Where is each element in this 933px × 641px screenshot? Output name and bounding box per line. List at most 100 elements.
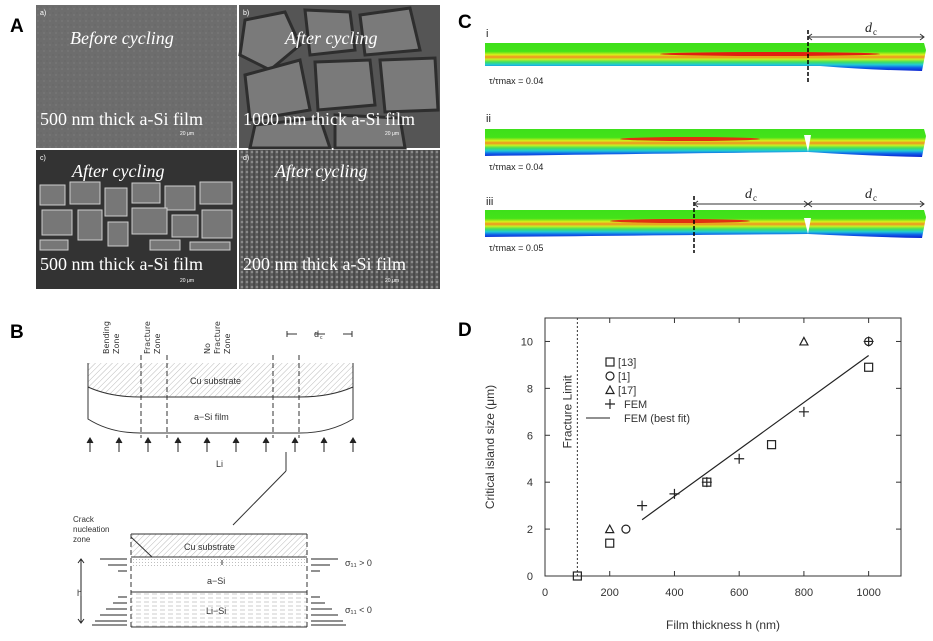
tile-title: After cycling: [274, 161, 367, 181]
sem-tile-b: b) After cycling 1000 nm thick a-Si film…: [238, 5, 440, 150]
crack-label: nucleation: [73, 525, 109, 534]
data-point-triangle: [798, 336, 809, 346]
stress-contour-beam: [485, 210, 926, 238]
zone-label: Zone: [223, 334, 232, 354]
y-tick-label: 4: [527, 477, 533, 489]
x-axis-label: Film thickness h (nm): [666, 618, 780, 632]
fracture-limit-label: Fracture Limit: [560, 374, 574, 448]
x-tick-label: 1000: [856, 587, 880, 599]
sem-tile-c: c) After cycling 500 nm thick a-Si film …: [36, 150, 237, 289]
scale-bar-label: 20 μm: [385, 278, 399, 284]
dc-label: d: [865, 21, 873, 36]
plot-frame: [544, 317, 902, 577]
tile-tag: c): [40, 155, 46, 162]
row-label: i: [486, 28, 488, 40]
film-label: a−Si film: [194, 412, 229, 422]
zone-label: Fracture: [213, 321, 222, 354]
zone-label: Bending: [102, 321, 111, 354]
legend-label: FEM: [624, 399, 647, 411]
zone-label: Fracture: [143, 321, 152, 354]
x-tick-label: 0: [542, 587, 548, 599]
stress-contour-beam: [485, 43, 926, 71]
data-point-plus: [734, 453, 745, 464]
zone-dividers: [140, 355, 300, 438]
data-point-square: [766, 440, 777, 450]
a-si-label: a−Si: [207, 576, 225, 586]
panel-label-c: C: [458, 12, 472, 33]
cu-substrate-layer: [88, 363, 353, 397]
sem-tile-d: d) After cycling 200 nm thick a-Si film …: [239, 150, 440, 289]
panel-a-sem-images: a) Before cycling 500 nm thick a-Si film…: [36, 5, 440, 289]
row-label: iii: [486, 196, 493, 208]
legend-label: [17]: [618, 385, 636, 397]
data-point-square: [572, 571, 582, 581]
scale-bar-label: 20 μm: [180, 131, 194, 137]
legend-plus-icon: [605, 399, 615, 409]
sigma-negative-label: σ₁₁ < 0: [345, 605, 372, 615]
panel-label-a: A: [10, 16, 24, 37]
li-flux-arrows: [86, 437, 357, 452]
crack-nucleation-zone: [131, 557, 307, 568]
dc-label: d: [314, 329, 319, 339]
y-axis-label: Critical island size (μm): [483, 385, 497, 509]
cu-substrate-label: Cu substrate: [190, 376, 241, 386]
tile-caption: 500 nm thick a-Si film: [40, 254, 203, 274]
panel-c-fem: i τ/τmax = 0.04 d c ii τ/τmax = 0.04 iii…: [485, 21, 926, 253]
best-fit-line: [641, 355, 869, 521]
stress-contour-beam: [485, 129, 926, 157]
x-tick-label: 400: [665, 587, 683, 599]
zone-label: No: [203, 343, 212, 354]
x-tick-label: 600: [730, 587, 748, 599]
stress-ratio-label: τ/τmax = 0.05: [489, 243, 543, 253]
tile-caption: 500 nm thick a-Si film: [40, 109, 203, 129]
sigma-positive-label: σ₁₁ > 0: [345, 558, 372, 568]
y-tick-label: 0: [527, 571, 533, 583]
panel-d-chart: 0 200 400 600 800 1000 0 2 4 6 8 10 Film thickness …: [483, 317, 902, 632]
zone-label: Zone: [112, 334, 121, 354]
legend-square-icon: [605, 357, 615, 367]
tile-title: After cycling: [71, 161, 164, 181]
data-point-plus: [637, 500, 648, 511]
legend-triangle-icon: [605, 384, 615, 395]
y-tick-label: 8: [527, 383, 533, 395]
stress-ratio-label: τ/τmax = 0.04: [489, 162, 543, 172]
y-tick-label: 2: [527, 524, 533, 536]
legend-label: [1]: [618, 371, 630, 383]
tile-title: After cycling: [284, 28, 377, 48]
li-label: Li: [216, 459, 223, 469]
data-point-plus: [798, 406, 809, 417]
panel-label-b: B: [10, 322, 24, 343]
fem-row-i: i τ/τmax = 0.04 d c: [485, 21, 926, 86]
tile-tag: b): [243, 10, 249, 17]
legend-label: [13]: [618, 357, 636, 369]
data-point-square: [864, 362, 874, 372]
dc-subscript: c: [320, 335, 323, 341]
zoom-callout-line: [232, 470, 287, 526]
data-point-circle: [621, 524, 631, 534]
crack-label: Crack: [73, 515, 95, 524]
panel-b-diagram: Bending Zone Fracture Zone No Fracture Z…: [73, 321, 372, 628]
data-point-plus: [701, 477, 712, 488]
legend-label: FEM (best fit): [624, 413, 690, 425]
tile-caption: 1000 nm thick a-Si film: [243, 109, 415, 129]
panel-label-d: D: [458, 320, 472, 341]
x-tick-label: 800: [795, 587, 813, 599]
fem-row-ii: ii τ/τmax = 0.04: [485, 113, 926, 172]
zone-label: Zone: [153, 334, 162, 354]
data-point-plus: [863, 336, 874, 347]
dc-subscript: c: [753, 193, 757, 203]
li-si-label: Li−Si: [206, 606, 226, 616]
tile-tag: a): [40, 10, 46, 17]
dc-label: d: [745, 187, 753, 202]
legend-circle-icon: [605, 371, 615, 381]
y-tick-label: 6: [527, 430, 533, 442]
tile-tag: d): [243, 155, 249, 162]
y-tick-label: 10: [521, 336, 533, 348]
tile-caption: 200 nm thick a-Si film: [243, 254, 406, 274]
data-point-triangle: [604, 523, 615, 534]
dc-label: d: [865, 187, 873, 202]
crack-label: zone: [73, 535, 91, 544]
dc-subscript: c: [873, 27, 877, 37]
cu-substrate-detail: [131, 534, 307, 557]
